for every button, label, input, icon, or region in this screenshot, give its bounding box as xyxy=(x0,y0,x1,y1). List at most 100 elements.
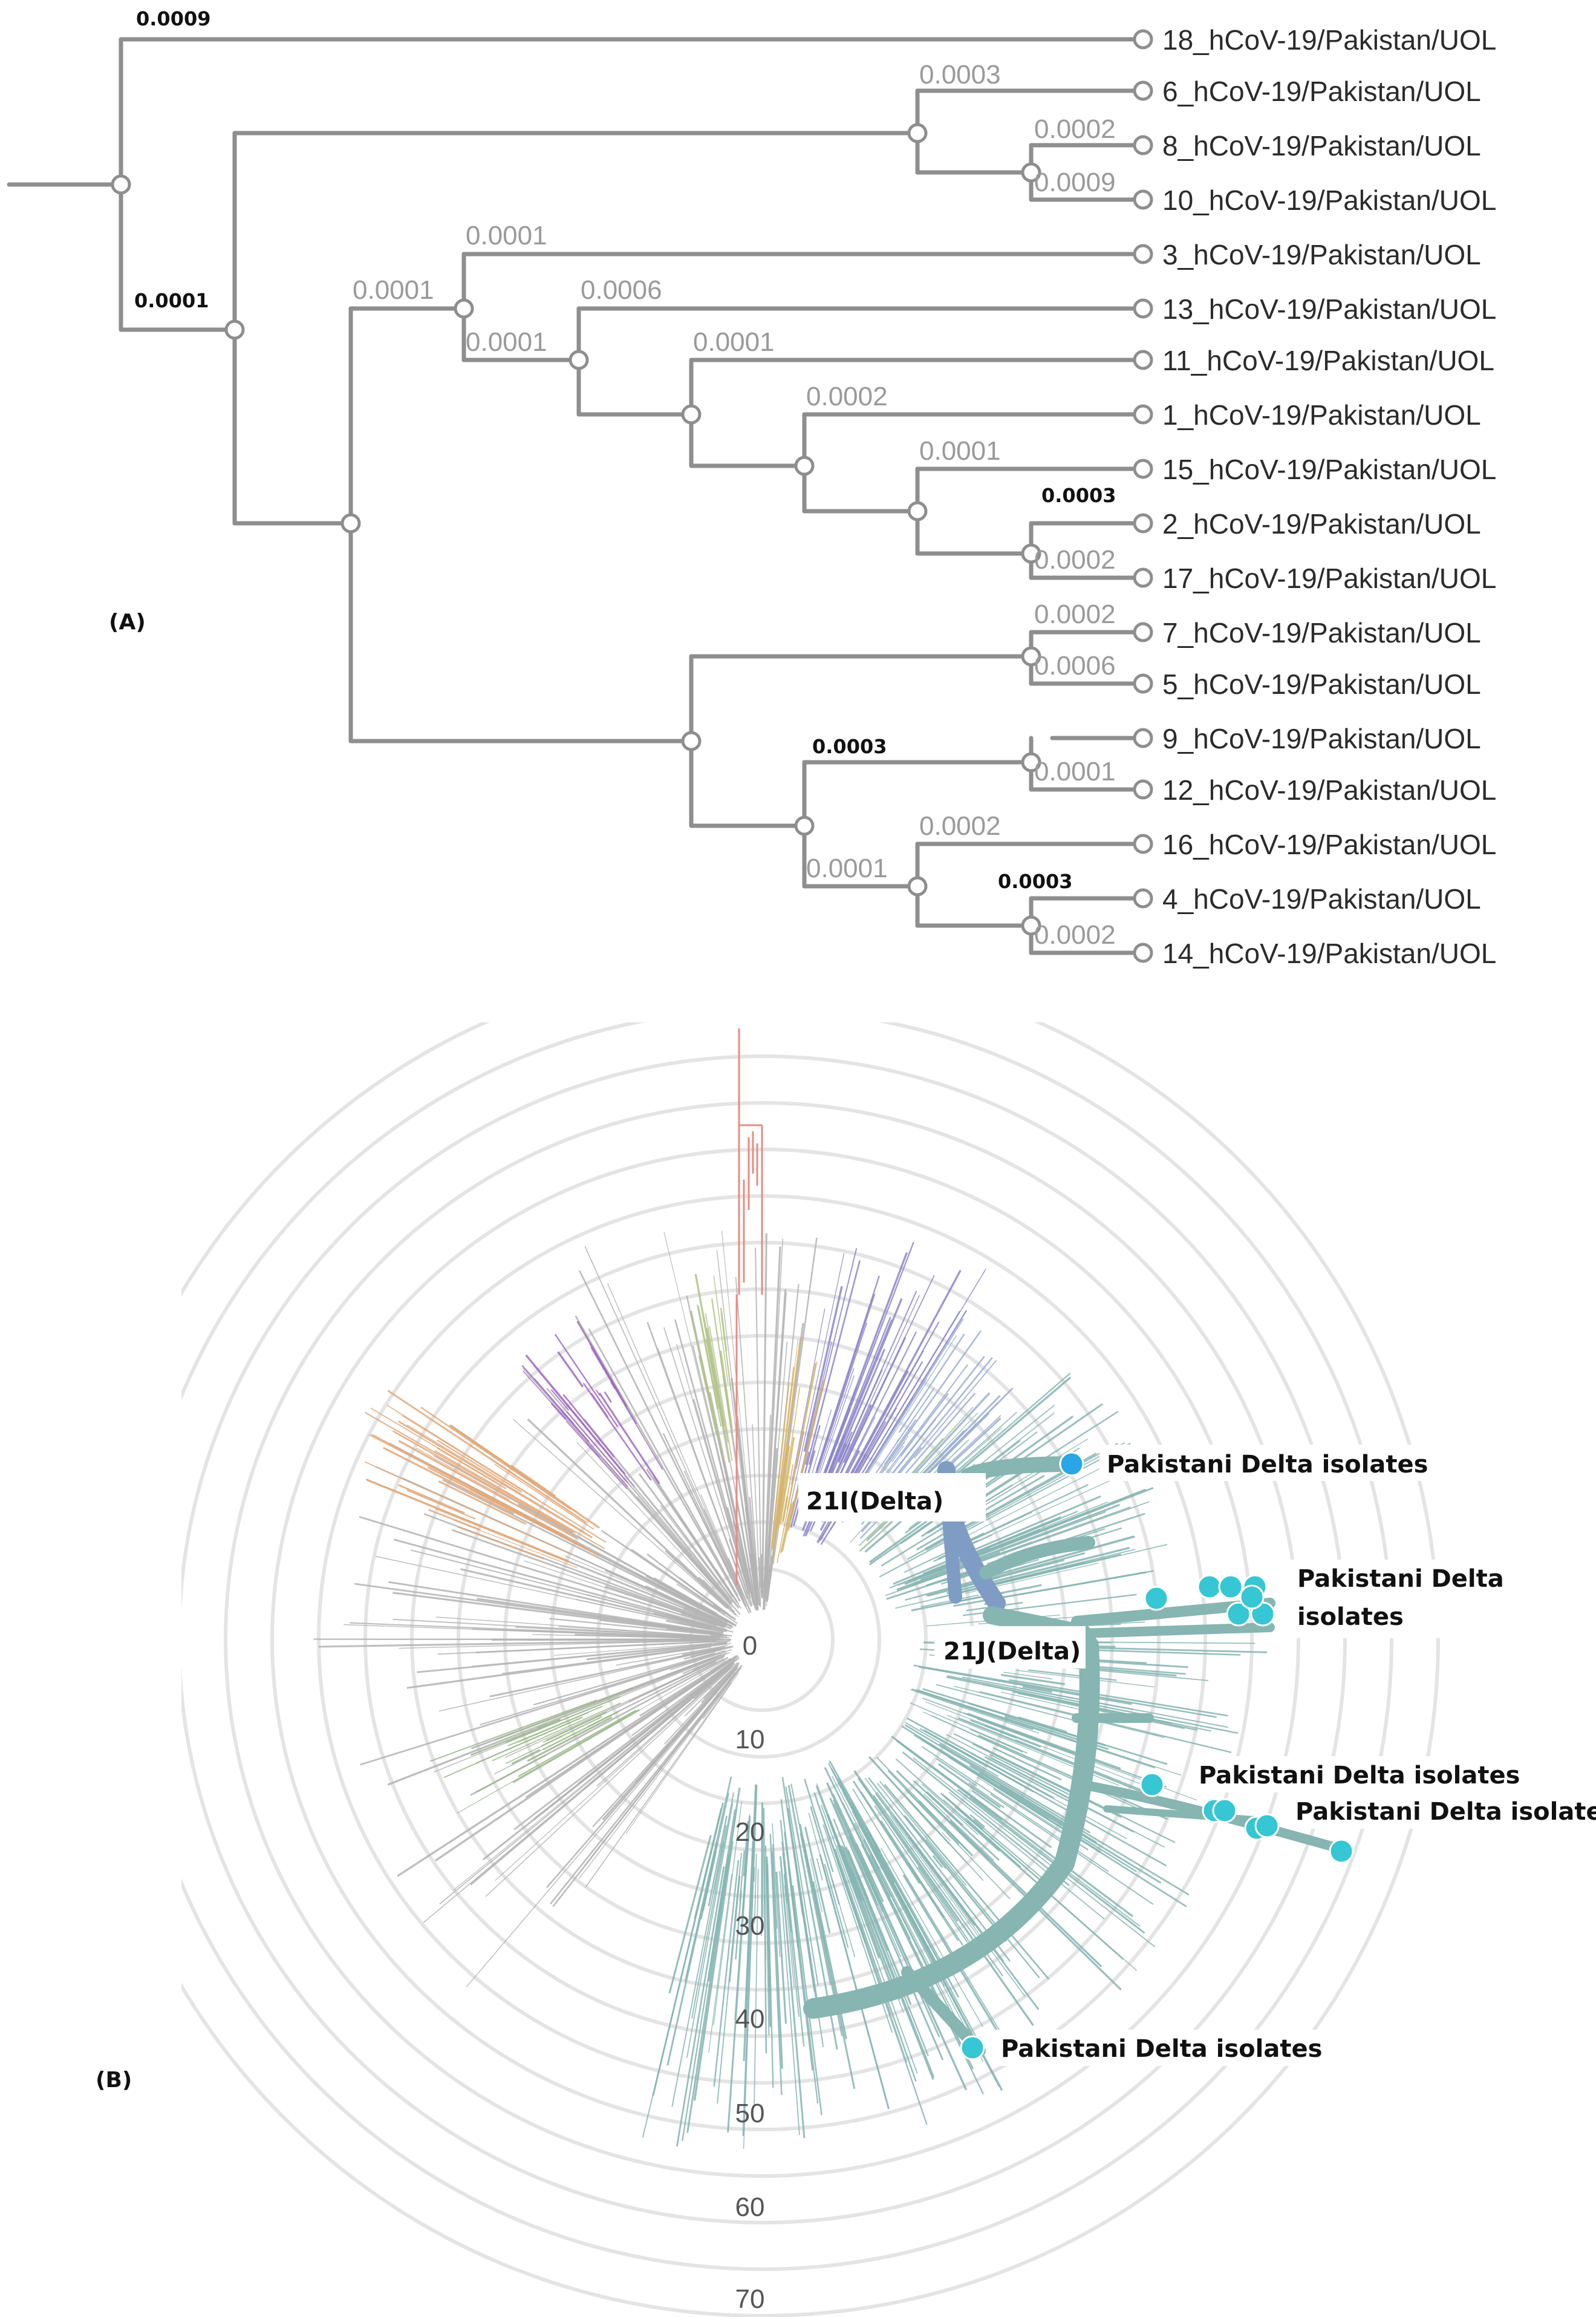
branch-ray xyxy=(553,1641,728,1656)
branch-ray xyxy=(770,1383,790,1549)
branch-ray xyxy=(482,1656,740,1861)
branch-ray xyxy=(645,1585,722,1622)
branch-ray xyxy=(1028,1669,1117,1681)
ring-label: 30 xyxy=(735,1911,765,1941)
clade-label-21j: 21J(Delta) xyxy=(943,1638,1081,1665)
branch-ray xyxy=(721,1230,758,1589)
isolate-marker xyxy=(1197,1574,1222,1600)
branch-ray xyxy=(686,1787,741,2133)
annotation-label: Pakistani Delta isolates xyxy=(1199,1762,1520,1789)
branch-ray xyxy=(832,1776,975,2054)
branch-ray xyxy=(907,1717,1055,1799)
branch-ray xyxy=(494,1687,633,1741)
branch-ray xyxy=(723,1809,738,1894)
tip-label: 8_hCoV-19/Pakistan/UOL xyxy=(1162,130,1481,162)
tip-label: 17_hCoV-19/Pakistan/UOL xyxy=(1162,563,1496,594)
branch-ray xyxy=(911,1584,1042,1612)
branch-ray xyxy=(689,1312,715,1422)
branch-ray xyxy=(949,1820,1103,1967)
branch-ray xyxy=(653,1476,738,1603)
branch-ray xyxy=(885,1501,1150,1596)
branch-ray xyxy=(758,1557,761,1588)
branch-ray xyxy=(766,1856,771,1993)
branch-ray xyxy=(708,1874,732,2053)
branch-ray xyxy=(837,1780,943,1975)
branch-ray xyxy=(990,1757,1135,1833)
branch-ray xyxy=(546,1711,607,1742)
branch-ray xyxy=(738,1554,751,1598)
branch-ray xyxy=(742,1785,758,2136)
branch-ray xyxy=(943,1463,1110,1548)
branch-ray xyxy=(907,1862,945,1918)
tip: 15_hCoV-19/Pakistan/UOL xyxy=(1133,454,1496,485)
ring-label: 60 xyxy=(735,2192,765,2222)
tip: 8_hCoV-19/Pakistan/UOL xyxy=(1133,130,1481,162)
branch-ray xyxy=(790,1308,826,1485)
time-ring xyxy=(224,1101,1300,2178)
branch-ray xyxy=(824,1387,858,1472)
branch-ray xyxy=(953,1685,1165,1739)
branch-length: 0.0001 xyxy=(353,275,434,305)
branch-length: 0.0001 xyxy=(1034,757,1116,786)
branch-ray xyxy=(607,1283,751,1612)
clade-21j-branches xyxy=(803,1456,1353,2057)
branch-ray xyxy=(763,1238,784,1605)
branch-ray xyxy=(561,1411,628,1488)
branch-ray xyxy=(971,1789,1052,1849)
branch-ray xyxy=(652,1802,724,2096)
branch-ray xyxy=(525,1354,626,1475)
clade-label-21i: 21I(Delta) xyxy=(806,1488,943,1515)
branch-ray xyxy=(527,1716,613,1762)
branch-ray xyxy=(905,1722,999,1777)
branch-ray xyxy=(782,1852,800,2018)
branch-ray xyxy=(437,1447,507,1489)
branch-ray xyxy=(754,1854,757,1923)
branch-ray xyxy=(584,1246,743,1596)
branch-ray xyxy=(838,1443,847,1462)
branch-ray xyxy=(359,1515,717,1627)
branch-ray xyxy=(475,1640,731,1653)
branch-ray xyxy=(562,1394,615,1458)
branch-ray xyxy=(743,1784,757,2062)
node xyxy=(224,319,245,340)
node xyxy=(907,123,928,143)
branch-ray xyxy=(896,1511,1107,1590)
branch-ray xyxy=(754,1869,759,2106)
branch-length: 0.0009 xyxy=(1034,168,1116,197)
branch-ray xyxy=(549,1618,728,1637)
isolate-marker xyxy=(1212,1798,1237,1823)
annotation-label: Pakistani Delta xyxy=(1297,1565,1504,1593)
branch-ray xyxy=(777,1433,804,1563)
branch-ray xyxy=(770,1851,783,2069)
branch-ray xyxy=(708,1815,728,1907)
branch-ray xyxy=(575,1315,741,1602)
branch-ray xyxy=(836,1295,920,1475)
branch-ray xyxy=(406,1424,585,1532)
node xyxy=(1021,543,1041,564)
branch-ray xyxy=(466,1676,732,1987)
tip-label: 14_hCoV-19/Pakistan/UOL xyxy=(1162,938,1496,969)
branch-ray xyxy=(584,1668,740,1866)
branch-length: 0.0002 xyxy=(1034,600,1116,629)
branch-ray xyxy=(590,1347,663,1470)
branch-ray xyxy=(925,1701,1143,1785)
branch-ray xyxy=(751,1589,756,1607)
branch-ray xyxy=(913,1757,1156,1948)
isolate-marker xyxy=(1329,1838,1354,1864)
branch-ray xyxy=(764,1857,767,1960)
branch-ray xyxy=(772,1844,778,1929)
branch-ray xyxy=(780,1799,819,2104)
branch-length: 0.0001 xyxy=(466,221,547,250)
branch-ray xyxy=(911,1688,1034,1731)
branch-ray xyxy=(387,1655,718,1786)
branch-ray xyxy=(963,1752,1020,1785)
branch-ray xyxy=(429,1699,597,1762)
tip-label: 13_hCoV-19/Pakistan/UOL xyxy=(1162,293,1496,325)
branch-ray xyxy=(727,1815,751,2132)
branch-ray xyxy=(840,1845,864,1901)
branch-ray xyxy=(977,1776,1075,1840)
branch-ray xyxy=(884,1419,917,1466)
branch-ray xyxy=(1003,1672,1053,1679)
branch-ray xyxy=(772,1367,795,1550)
